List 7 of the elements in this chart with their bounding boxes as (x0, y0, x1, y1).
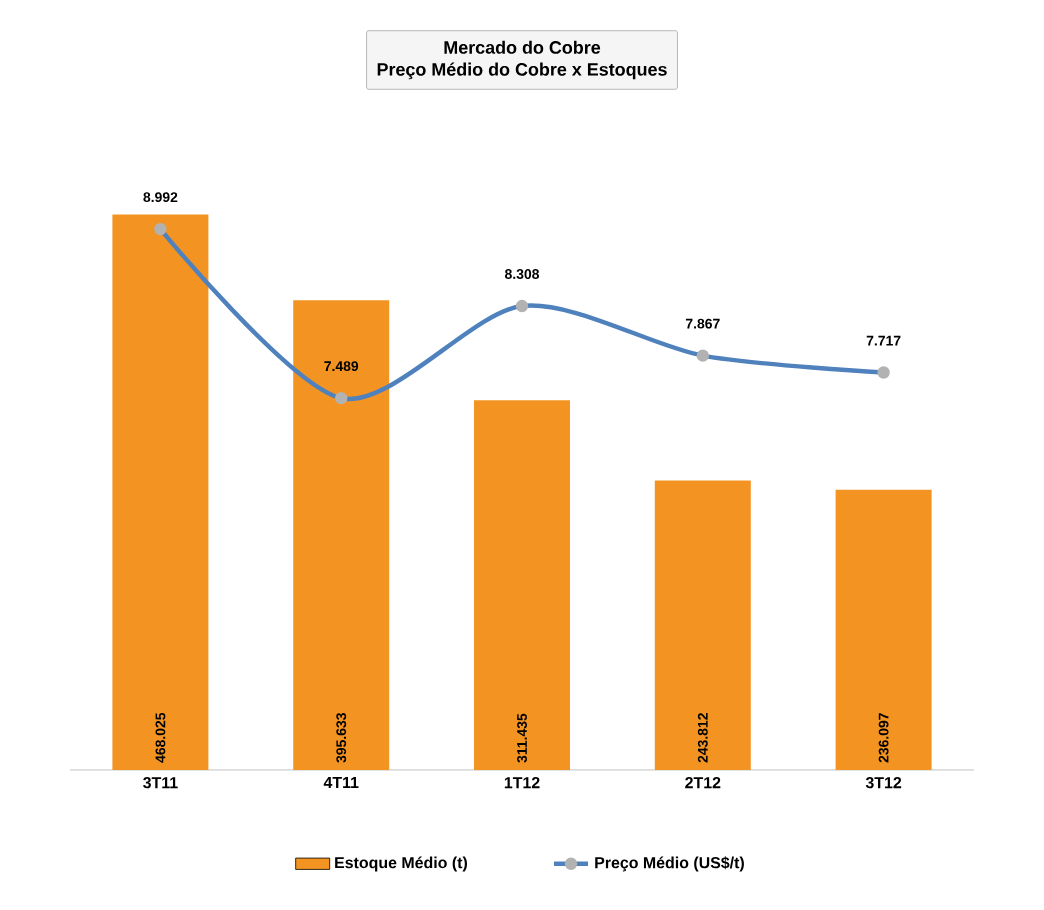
chart-subtitle: Preço Médio do Cobre x Estoques (377, 62, 667, 80)
chart-title: Mercado do Cobre (444, 40, 601, 54)
bar (474, 400, 571, 770)
bar (293, 300, 390, 770)
bar (835, 489, 932, 770)
bar (112, 214, 209, 770)
bar (654, 480, 751, 770)
